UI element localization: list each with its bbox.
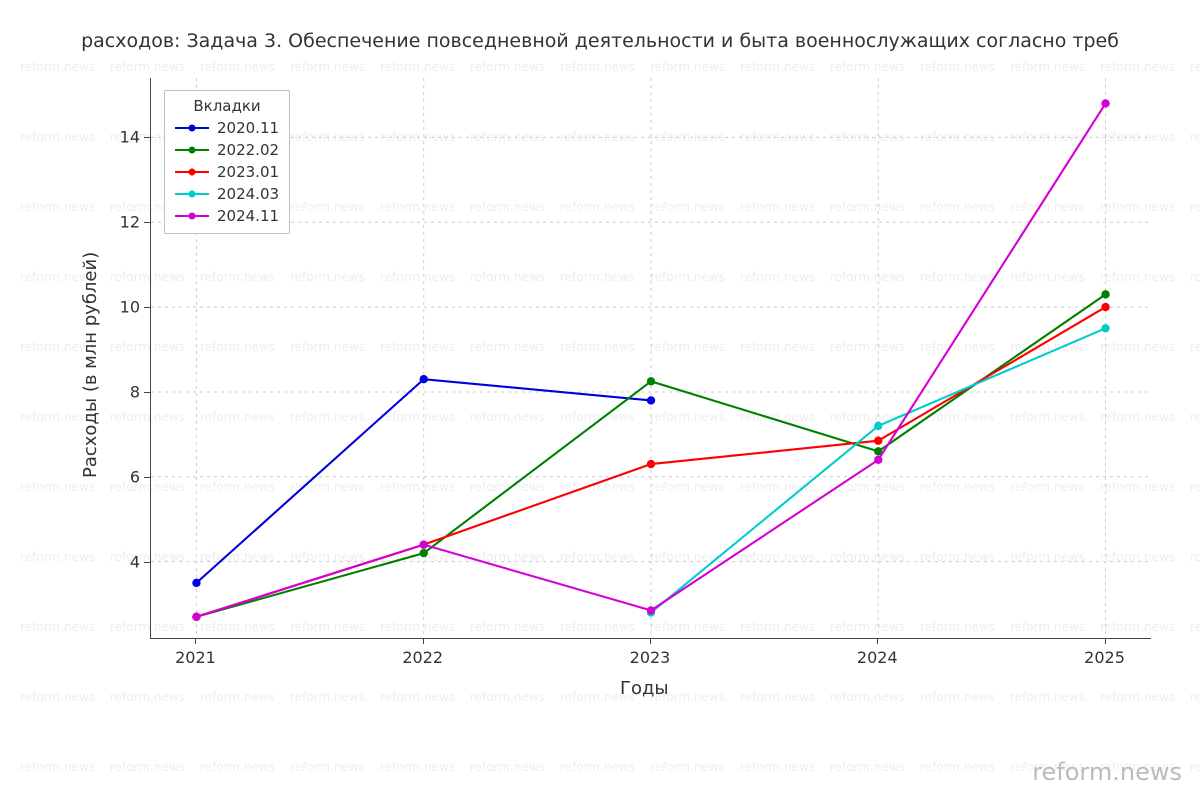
series-marker [647, 396, 655, 404]
legend-label: 2020.11 [217, 119, 279, 137]
series-marker [874, 422, 882, 430]
series-marker [192, 579, 200, 587]
series-marker [1101, 303, 1109, 311]
x-tick-label: 2022 [402, 648, 443, 667]
legend-item: 2022.02 [175, 139, 279, 161]
series-marker [420, 375, 428, 383]
series-marker [647, 460, 655, 468]
series-line [651, 328, 1106, 612]
y-tick-label: 10 [114, 298, 140, 317]
legend-item: 2024.11 [175, 205, 279, 227]
series-line [196, 103, 1105, 616]
y-tick-label: 12 [114, 213, 140, 232]
legend-item: 2024.03 [175, 183, 279, 205]
legend-item: 2023.01 [175, 161, 279, 183]
y-tick-label: 8 [114, 382, 140, 401]
series-marker [647, 606, 655, 614]
series-marker [1101, 99, 1109, 107]
legend-label: 2023.01 [217, 163, 279, 181]
legend-title: Вкладки [175, 97, 279, 115]
x-tick-label: 2024 [857, 648, 898, 667]
series-marker [420, 549, 428, 557]
legend-item: 2020.11 [175, 117, 279, 139]
chart-title: расходов: Задача 3. Обеспечение повседне… [0, 30, 1200, 52]
series-marker [647, 377, 655, 385]
plot-area [150, 78, 1151, 639]
x-axis-label: Годы [620, 678, 669, 699]
legend-label: 2024.03 [217, 185, 279, 203]
x-tick-label: 2025 [1084, 648, 1125, 667]
series-marker [1101, 324, 1109, 332]
series-marker [1101, 290, 1109, 298]
line-series [151, 78, 1151, 638]
series-line [196, 294, 1105, 616]
x-tick-label: 2023 [630, 648, 671, 667]
y-tick-label: 4 [114, 552, 140, 571]
series-marker [874, 437, 882, 445]
legend-label: 2022.02 [217, 141, 279, 159]
y-tick-label: 14 [114, 128, 140, 147]
attribution-text: reform.news [1032, 758, 1182, 786]
series-marker [420, 540, 428, 548]
series-marker [874, 456, 882, 464]
series-marker [192, 613, 200, 621]
legend-label: 2024.11 [217, 207, 279, 225]
y-axis-label: Расходы (в млн рублей) [80, 252, 101, 478]
y-tick-label: 6 [114, 467, 140, 486]
legend: Вкладки 2020.11 2022.02 2023.01 2024.03 2024… [164, 90, 290, 234]
x-tick-label: 2021 [175, 648, 216, 667]
